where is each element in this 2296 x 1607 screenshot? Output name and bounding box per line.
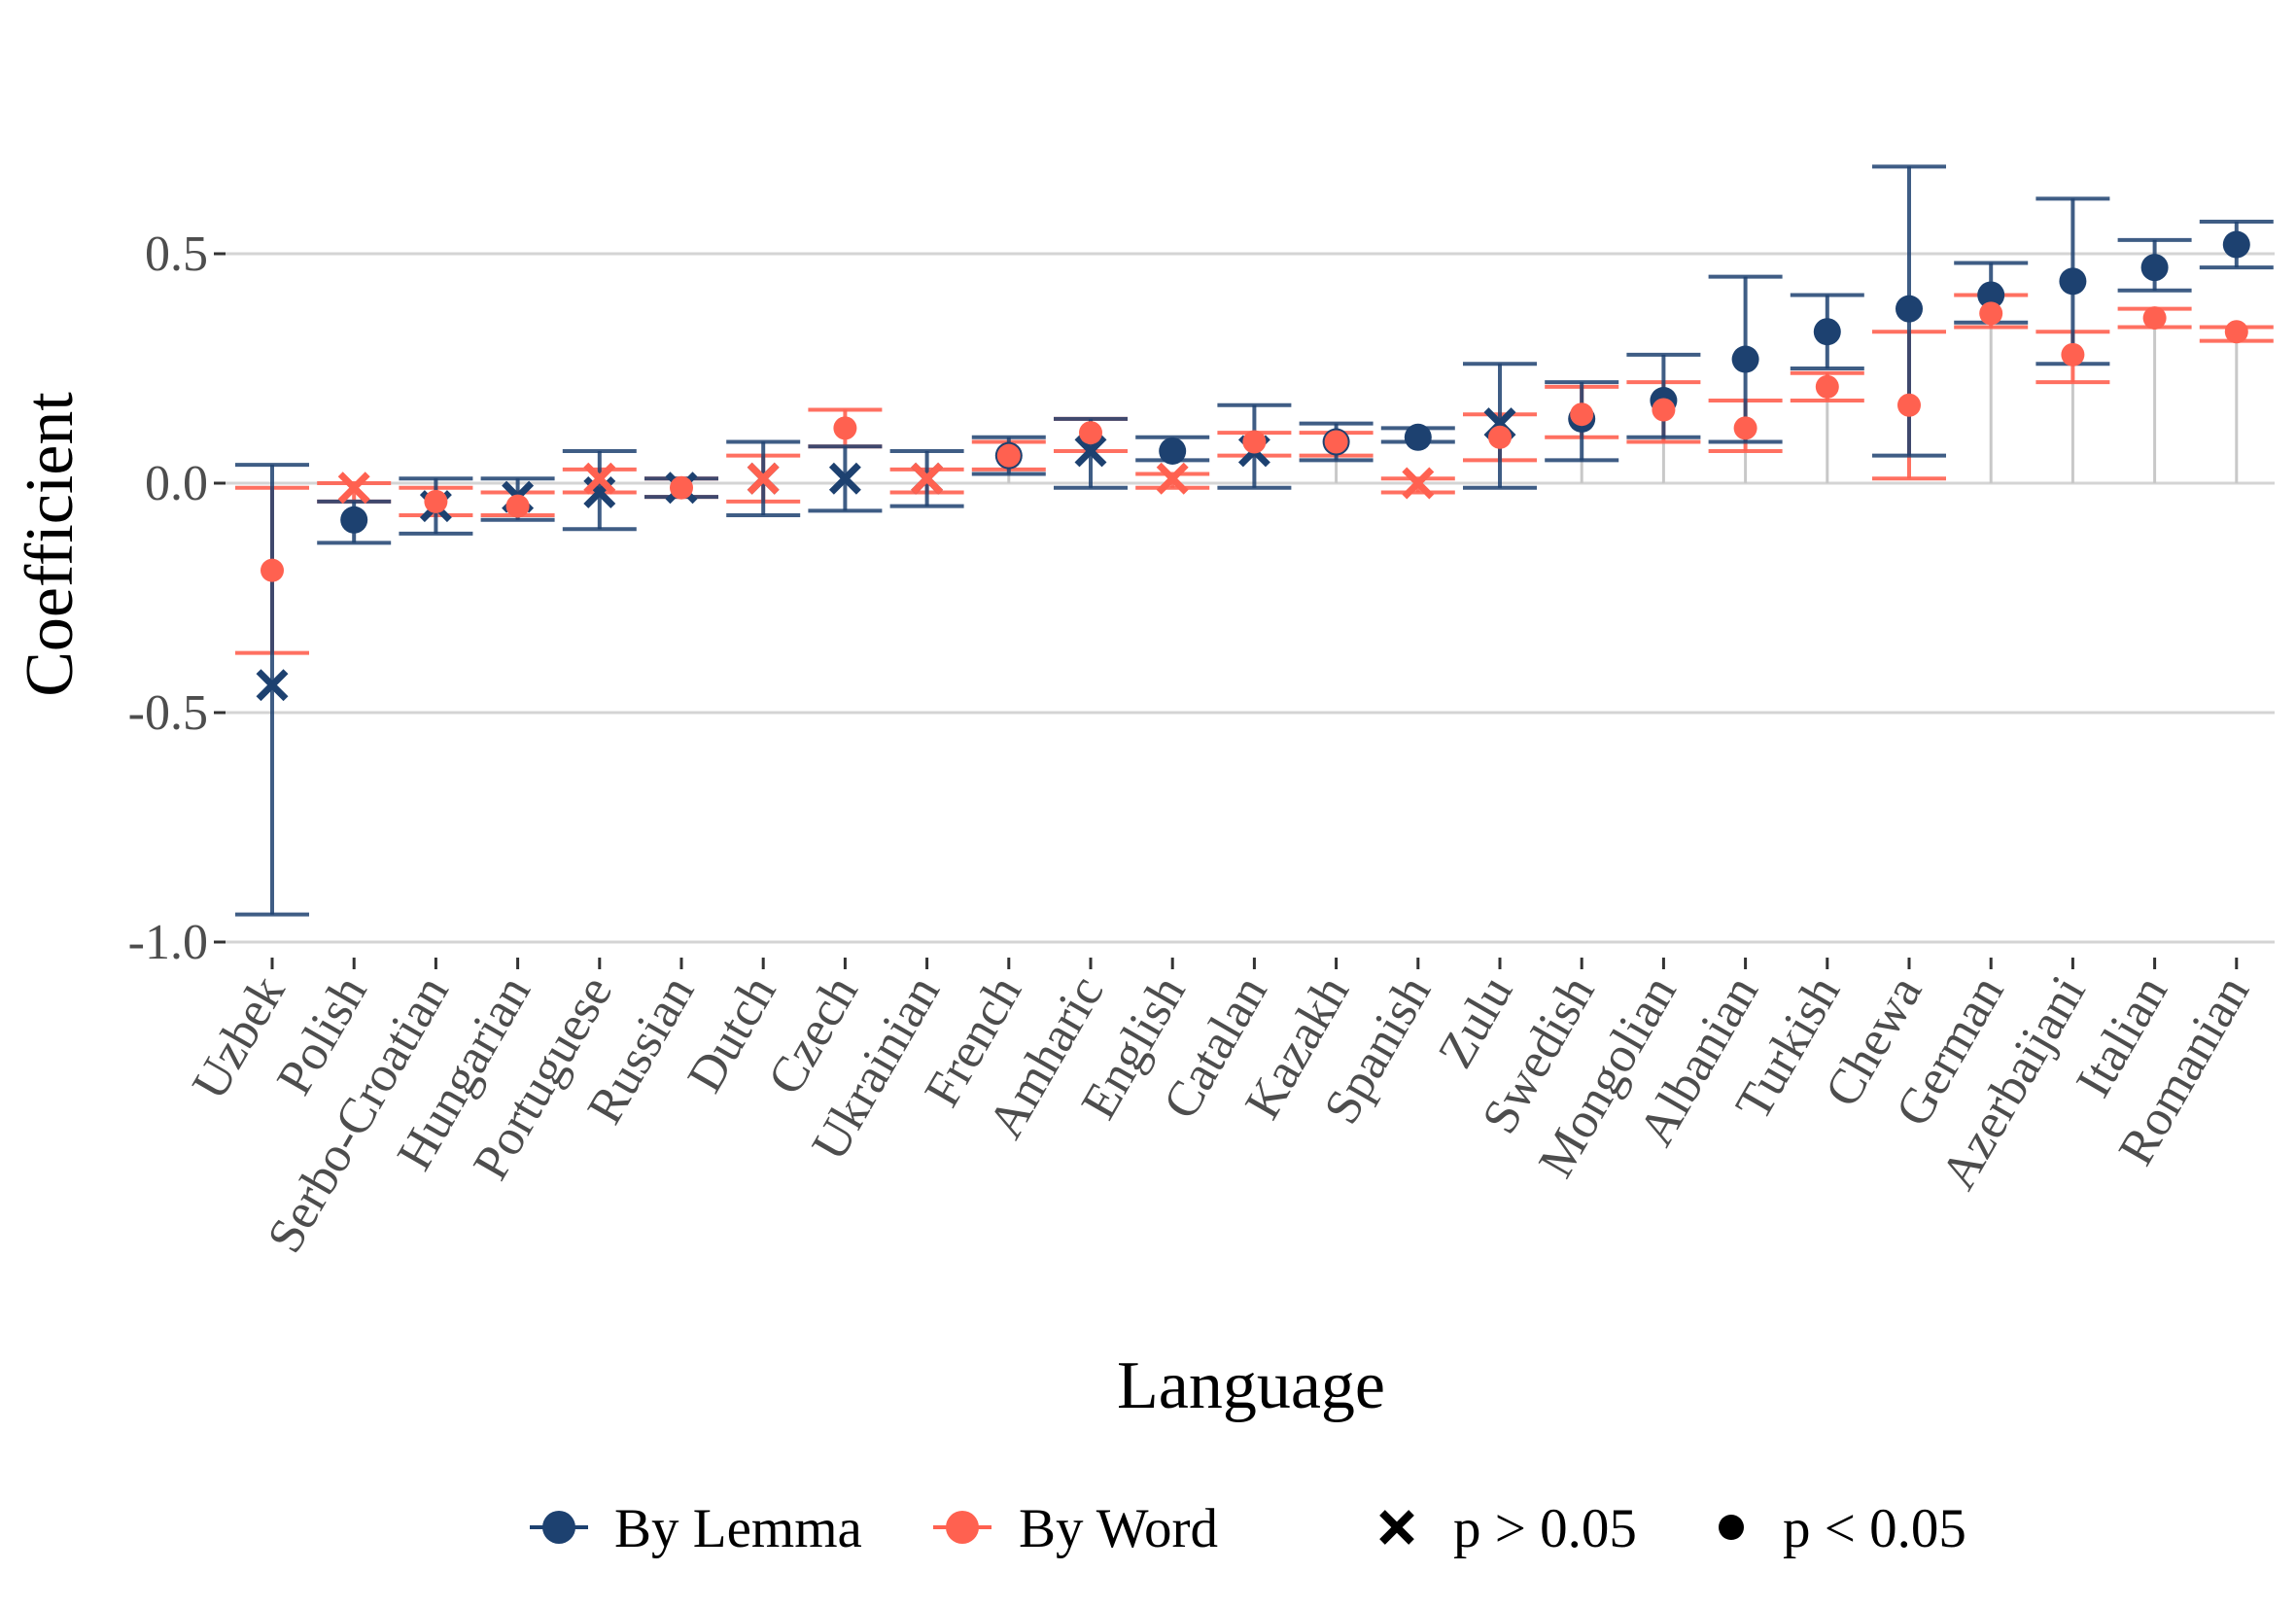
point-word-czech <box>833 416 857 440</box>
legend-label-not-significant: p > 0.05 <box>1453 1498 1637 1559</box>
point-word-mongolian <box>1652 398 1676 422</box>
legend-label-significant: p < 0.05 <box>1783 1498 1966 1559</box>
y-axis-title: Coefficient <box>13 392 87 697</box>
y-tick-label: 0.5 <box>145 227 208 282</box>
point-word-hungarian <box>505 494 530 518</box>
point-word-chewa <box>1897 393 1921 417</box>
legend-swatch-by-word <box>946 1511 979 1544</box>
legend-item-by-word: By Word <box>933 1498 1218 1559</box>
point-lemma-albanian <box>1731 345 1759 373</box>
legend-item-not-significant: p > 0.05 <box>1379 1498 1637 1559</box>
point-word-italian <box>2142 306 2167 331</box>
point-lemma-amharic <box>1074 435 1107 468</box>
point-word-polish <box>337 472 370 505</box>
point-lemma-turkish <box>1813 318 1841 346</box>
point-word-english <box>1156 462 1189 495</box>
point-word-german <box>1979 301 2003 326</box>
y-tick-label: -1.0 <box>128 915 208 970</box>
x-axis: UzbekPolishSerbo-CroatianHungarianPortug… <box>182 958 2260 1262</box>
point-lemma-italian <box>2140 254 2169 282</box>
point-word-russian <box>670 475 693 500</box>
point-lemma-polish <box>340 506 368 534</box>
point-word-dutch <box>747 462 780 495</box>
y-tick-label: 0.0 <box>145 456 208 511</box>
reference-stems <box>1007 327 2239 483</box>
point-word-kazakh <box>1324 430 1348 454</box>
x-tick-label-uzbek: Uzbek <box>182 967 296 1109</box>
y-axis: -1.0 -0.5 0.0 0.5 <box>128 227 226 970</box>
point-word-french <box>996 443 1021 468</box>
point-word-ukrainian <box>911 462 944 495</box>
grid-lines <box>226 252 2275 944</box>
legend-cross-icon <box>1379 1510 1414 1545</box>
point-word-spanish <box>1402 467 1435 500</box>
point-word-portuguese <box>583 462 616 495</box>
x-axis-title: Language <box>1117 1348 1385 1423</box>
legend-label-by-lemma: By Lemma <box>614 1498 862 1559</box>
point-word-turkish <box>1815 374 1839 399</box>
legend-item-significant: p < 0.05 <box>1719 1498 1966 1559</box>
point-lemma-german <box>1977 281 2005 309</box>
point-lemma-spanish <box>1404 423 1432 451</box>
point-word-uzbek <box>261 558 284 582</box>
point-word-swedish <box>1570 402 1594 427</box>
point-lemma-azerbaijani <box>2059 267 2087 296</box>
point-lemma-czech <box>828 462 861 495</box>
point-word-zulu <box>1488 425 1512 449</box>
legend-dot-icon <box>1719 1515 1744 1540</box>
data-points <box>256 230 2250 702</box>
legend-swatch-by-lemma <box>542 1511 575 1544</box>
error-bars <box>235 164 2274 917</box>
point-word-catalan <box>1242 430 1267 454</box>
point-word-albanian <box>1733 416 1757 440</box>
legend: By Lemma By Word p > 0.05 p < 0.05 <box>530 1498 1966 1559</box>
point-lemma-chewa <box>1896 295 1923 323</box>
legend-label-by-word: By Word <box>1019 1498 1218 1559</box>
point-lemma-uzbek <box>256 669 289 702</box>
point-word-azerbaijani <box>2061 342 2085 367</box>
legend-item-by-lemma: By Lemma <box>530 1498 862 1559</box>
point-lemma-english <box>1159 437 1187 465</box>
point-lemma-romanian <box>2222 230 2250 259</box>
point-word-amharic <box>1079 421 1102 445</box>
point-word-romanian <box>2224 320 2248 344</box>
point-word-serbo-croatian <box>424 489 448 513</box>
y-tick-label: -0.5 <box>128 685 208 741</box>
